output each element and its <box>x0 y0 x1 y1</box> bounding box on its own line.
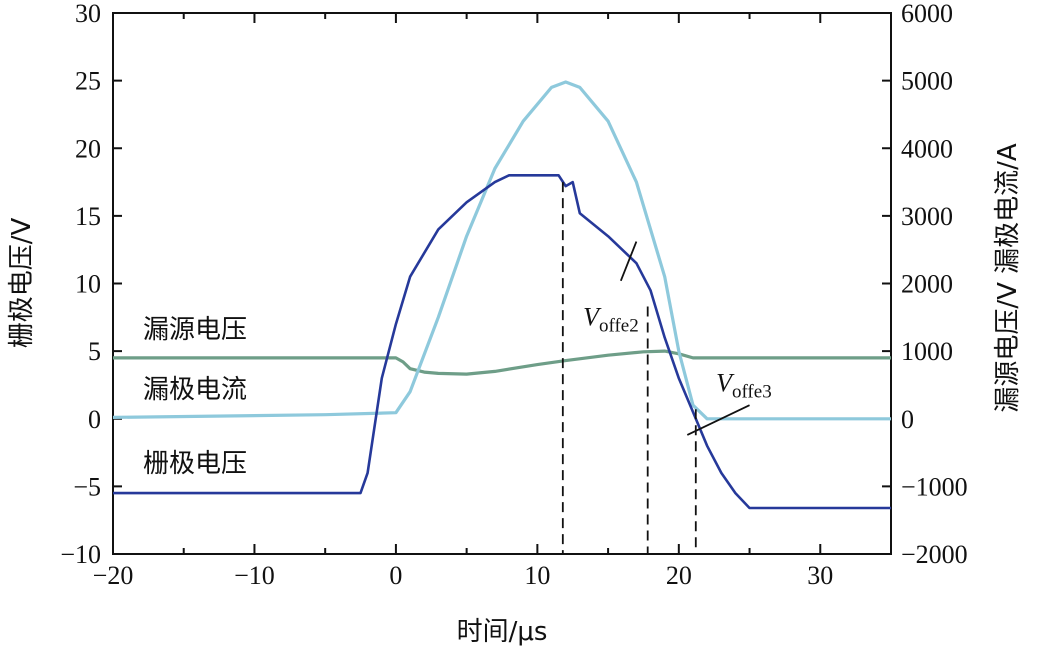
right-tick-label: −1000 <box>901 472 968 501</box>
left-tick-label: −5 <box>73 472 101 501</box>
annotation-label: Voffe3 <box>716 369 772 403</box>
right-tick-label: 5000 <box>901 67 953 96</box>
x-axis-ticks: −20 −10 0 10 20 30 <box>93 13 892 590</box>
left-tick-label: 5 <box>88 337 101 366</box>
left-tick-label: 0 <box>88 405 101 434</box>
series-drain-current <box>112 80 891 421</box>
annotation-label: Voffe2 <box>583 302 639 336</box>
right-tick-label: 0 <box>901 405 914 434</box>
legend-gate-voltage: 栅极电压 <box>143 449 247 479</box>
legend-drain-source-voltage: 漏源电压 <box>143 315 247 345</box>
series-gate-voltage <box>113 174 891 510</box>
right-tick-label: 6000 <box>901 0 953 28</box>
series-group <box>112 80 891 510</box>
series-drain-source-voltage <box>113 349 891 376</box>
right-axis-ticks: −2000 −1000 0 1000 2000 3000 4000 5000 6000 <box>882 0 968 569</box>
left-tick-label: 20 <box>75 134 101 163</box>
right-tick-label: 4000 <box>901 134 953 163</box>
left-tick-label: −10 <box>60 540 101 569</box>
y-axis-label-left: 栅极电压/V <box>7 218 37 349</box>
x-tick-label: 30 <box>807 561 833 590</box>
legend-drain-current: 漏极电流 <box>143 375 247 405</box>
annotations: Voffe2 Voffe3 <box>583 241 772 436</box>
annotation-leader-line <box>686 404 750 436</box>
x-axis-label: 时间/μs <box>457 617 548 647</box>
y-axis-label-right: 漏源电压/V 漏极电流/A <box>993 143 1023 413</box>
x-tick-label: −20 <box>93 561 134 590</box>
right-tick-label: 3000 <box>901 202 953 231</box>
left-tick-label: 15 <box>75 202 101 231</box>
x-tick-label: 20 <box>666 561 692 590</box>
left-axis-ticks: −10 −5 0 5 10 15 20 25 30 <box>60 0 122 569</box>
left-tick-label: 10 <box>75 270 101 299</box>
right-tick-label: 1000 <box>901 337 953 366</box>
x-tick-label: 0 <box>389 561 402 590</box>
right-tick-label: −2000 <box>901 540 968 569</box>
left-tick-label: 25 <box>75 67 101 96</box>
left-tick-label: 30 <box>75 0 101 28</box>
right-tick-label: 2000 <box>901 270 953 299</box>
x-tick-label: −10 <box>234 561 275 590</box>
annotation-leader-line <box>619 241 638 282</box>
marker-lines <box>561 182 697 554</box>
x-tick-label: 10 <box>524 561 550 590</box>
